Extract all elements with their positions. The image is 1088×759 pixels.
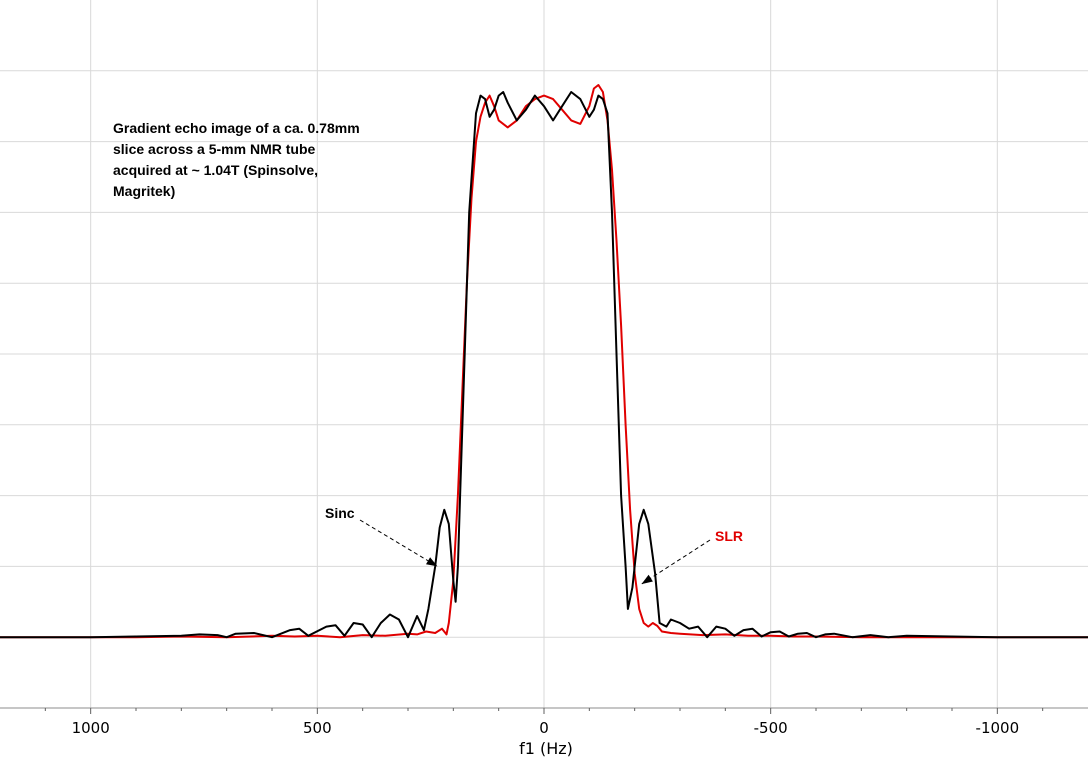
annotation-line: Magritek) bbox=[113, 183, 175, 199]
x-tick-label: 500 bbox=[303, 719, 332, 737]
series-layer bbox=[0, 84, 1088, 639]
series-line-sinc bbox=[0, 91, 1088, 639]
x-axis-title: f1 (Hz) bbox=[519, 739, 573, 758]
axes: 1000 500 0 -500 -1000 bbox=[0, 707, 1088, 737]
arrowhead-slr bbox=[641, 574, 653, 585]
annotation-line: Gradient echo image of a ca. 0.78mm bbox=[113, 120, 360, 136]
x-tick-label: -500 bbox=[754, 719, 788, 737]
x-tick-label: 0 bbox=[539, 719, 549, 737]
x-tick-label: -1000 bbox=[976, 719, 1020, 737]
chart-annotation: Gradient echo image of a ca. 0.78mm slice… bbox=[113, 120, 360, 199]
series-label-slr: SLR bbox=[715, 528, 743, 544]
annotation-line: slice across a 5-mm NMR tube bbox=[113, 141, 316, 157]
series-label-sinc: Sinc bbox=[325, 505, 355, 521]
x-tick-label: 1000 bbox=[72, 719, 110, 737]
arrow-sinc bbox=[359, 519, 438, 567]
annotation-line: acquired at ~ 1.04T (Spinsolve, bbox=[113, 162, 318, 178]
labels-layer: Gradient echo image of a ca. 0.78mm slice… bbox=[113, 120, 743, 585]
series-line-slr bbox=[0, 84, 1088, 639]
arrowhead-sinc bbox=[426, 557, 438, 567]
